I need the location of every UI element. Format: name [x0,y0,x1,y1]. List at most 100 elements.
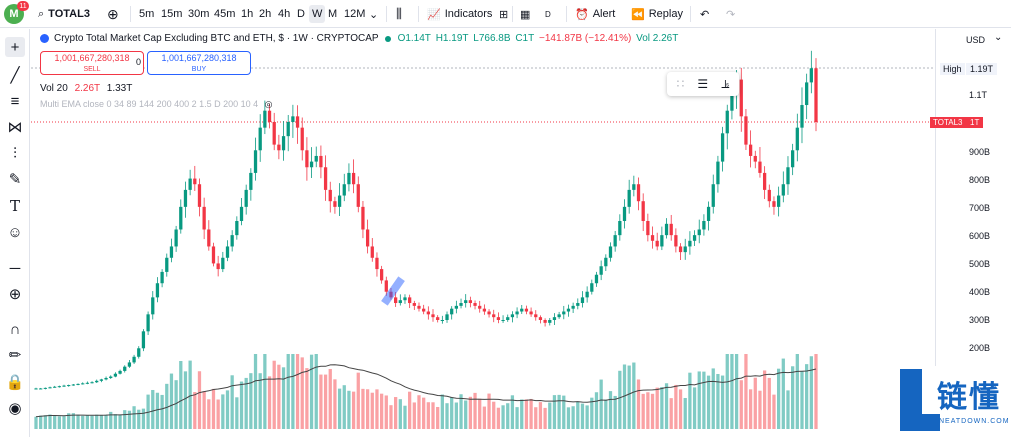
interval-d[interactable]: D [297,8,305,20]
eye-icon: ◉ [8,400,22,417]
candle-body [165,257,169,272]
interval-dropdown[interactable]: ⌄ [369,5,378,23]
volume-bar [43,415,47,429]
candle-body [305,150,309,168]
candle-body [90,382,94,384]
volume-bar [179,360,183,429]
buy-price: 1,001,667,280,318 [161,53,237,63]
interval-45m[interactable]: 45m [214,8,236,20]
pattern-icon: ⋈ [7,119,23,136]
candle-body [739,79,743,117]
currency-selector[interactable]: USD [966,32,1002,45]
interval-4h[interactable]: 4h [278,8,291,20]
volume-bar [394,397,398,429]
candle-body [53,386,57,388]
watermark-en-text: NEATDOWN.COM [939,418,1010,425]
emoji-tool[interactable]: ☺ [5,222,25,242]
interval-m[interactable]: M [328,8,338,20]
interval-5m[interactable]: 5m [139,8,155,20]
chart-type-button[interactable]: ⫼ [396,5,402,23]
undo-icon: ↶ [700,8,710,21]
candle-body [85,382,90,384]
interval-12m[interactable]: 12M [344,8,366,20]
forecast-tool[interactable]: ⫶ [5,143,25,163]
candle-body [417,305,421,309]
divider [566,6,567,22]
volume-bar [734,354,739,429]
candle-body [160,271,164,284]
volume-bar [235,397,239,429]
symbol-price-value: 1T [966,117,984,128]
lock-tool[interactable]: 🔒 [5,372,25,392]
hide-tool[interactable]: ◉ [5,398,25,418]
volume-bar [450,397,454,429]
ruler-lines-icon: ⫶ [13,144,17,162]
replay-button[interactable]: ⏪ Replay [631,5,683,23]
candle-body [562,311,566,315]
interval-30m[interactable]: 30m [188,8,210,20]
price-label: 700B [969,203,991,213]
candle-body [118,370,122,374]
templates-button[interactable]: ⊞ [499,5,508,23]
volume-bar [347,390,351,429]
price-chart[interactable] [31,46,935,437]
candle-body [590,283,594,292]
volume-bar [706,375,711,429]
undo-button[interactable]: ↶ [700,5,709,23]
volume-bar [328,369,332,429]
fib-tool[interactable]: ≡ [5,91,25,111]
volume-bar [403,405,407,429]
sell-button[interactable]: 1,001,667,280,318 SELL [40,51,144,75]
candle-body [169,246,174,258]
candle-body [664,223,669,236]
drawn-shape[interactable] [381,276,405,306]
candle-body [342,184,346,196]
lock-drawings-tool[interactable]: ✏ [5,345,25,365]
candle-body [608,246,613,258]
pattern-tool[interactable]: ⋈ [5,117,25,137]
volume-bar [277,364,281,429]
lock-icon: 🔒 [5,374,25,391]
alert-button[interactable]: ⏰ Alert [575,5,615,23]
compare-button[interactable]: ⊕ [107,5,119,23]
candle-body [632,184,636,190]
indicators-button[interactable]: 📈 Indicators [427,5,492,23]
volume-bar [720,375,725,429]
measure-tool[interactable]: ─ [5,258,25,278]
layout-d-button[interactable]: D [545,9,551,19]
drawing-toolbar: + ╱ ≡ ⋈ ⫶ ✎ T ☺ ─ ⊕ ∩ ✏ 🔒 ◉ [0,29,30,437]
drag-handle-icon[interactable]: ∷ [676,77,685,91]
buy-button[interactable]: 1,001,667,280,318 BUY [147,51,251,75]
candle-body [76,383,80,385]
candle-body [207,229,211,247]
candle-body [566,308,571,312]
candle-body [155,283,160,298]
zoom-in-icon: ⊕ [8,286,22,303]
magnet-tool[interactable]: ∩ [5,319,25,339]
interval-2h[interactable]: 2h [259,8,272,20]
interval-1h[interactable]: 1h [241,8,254,20]
layout-button[interactable]: ▦ [520,5,530,23]
text-tool[interactable]: T [5,196,25,216]
eye-hidden-icon[interactable]: ◎ [264,99,273,109]
trendline-tool[interactable]: ╱ [5,65,25,85]
crosshair-tool[interactable]: + [5,37,25,57]
zoom-tool[interactable]: ⊕ [5,284,25,304]
volume-bar [478,398,482,429]
brush-tool[interactable]: ✎ [5,169,25,189]
redo-button[interactable]: ↷ [726,5,735,23]
volume-bar [39,415,43,429]
volume-bar [408,391,412,429]
volume-bar [590,397,594,429]
candle-body [422,308,426,312]
volume-bar [436,406,440,429]
horizontal-lines-icon[interactable]: ☰ [697,77,709,91]
interval-15m[interactable]: 15m [161,8,183,20]
symbol-search[interactable]: ⌕ TOTAL3 [38,5,90,23]
candle-body [174,229,178,247]
volume-bar [688,372,692,429]
volume-bar [660,387,664,429]
ray-lines-icon[interactable]: ⫡ [721,76,730,91]
candle-body [263,110,267,128]
interval-w[interactable]: W [309,5,326,23]
